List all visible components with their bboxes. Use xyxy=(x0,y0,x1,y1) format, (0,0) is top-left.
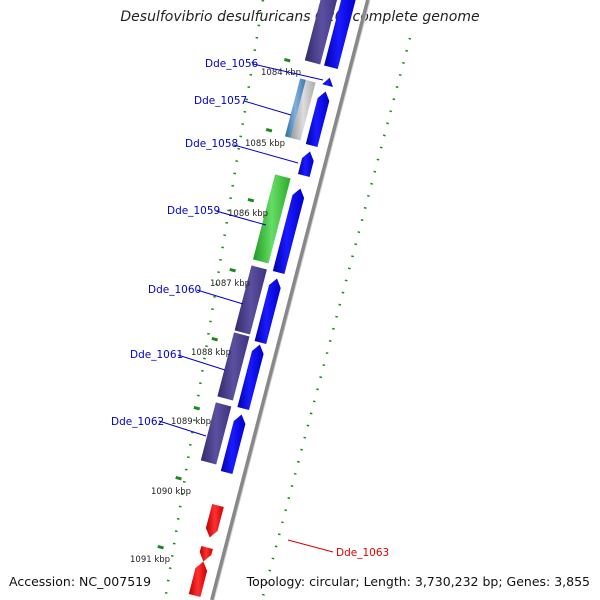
tick-label: 1090 kbp xyxy=(151,487,191,497)
gene-label-dde_1057[interactable]: Dde_1057 xyxy=(194,95,247,107)
tick-mark xyxy=(283,57,291,63)
cog-block-1059 xyxy=(253,174,291,264)
tick-label: 1089 kbp xyxy=(171,417,211,427)
tick-mark xyxy=(193,405,201,411)
tick-mark xyxy=(157,544,164,550)
tick-mark xyxy=(265,127,273,133)
cog-block-1057a xyxy=(285,78,306,138)
gene-leader-line xyxy=(215,210,267,226)
accession-text: Accession: NC_007519 xyxy=(9,574,152,589)
gene-label-dde_1059[interactable]: Dde_1059 xyxy=(167,205,220,217)
tick-label: 1085 kbp xyxy=(245,139,285,149)
reverse-cds-1064 xyxy=(188,561,208,597)
forward-cds-1056b xyxy=(322,77,333,87)
gene-leader-line xyxy=(252,63,324,81)
gene-label-dde_1056[interactable]: Dde_1056 xyxy=(205,58,259,70)
tick-mark xyxy=(229,267,236,273)
cog-block-1056 xyxy=(304,0,338,65)
map-title: Desulfovibrio desulfuricans G20, complet… xyxy=(120,9,480,25)
tick-label: 1091 kbp xyxy=(130,555,170,565)
tick-mark xyxy=(247,197,255,203)
gene-leader-line xyxy=(196,289,244,305)
cog-block-1062 xyxy=(200,402,232,465)
gene-label-dde_1060[interactable]: Dde_1060 xyxy=(148,284,201,296)
tick-mark xyxy=(175,475,182,481)
tick-mark xyxy=(211,336,219,342)
genome-summary-text: Topology: circular; Length: 3,730,232 bp… xyxy=(246,574,590,589)
gene-leader-line xyxy=(233,144,299,164)
forward-cds-1058 xyxy=(298,151,314,177)
cog-block-1061 xyxy=(217,332,250,401)
tick-label: 1087 kbp xyxy=(210,279,250,289)
forward-cds-1060 xyxy=(254,278,281,344)
tick-label: 1084 kbp xyxy=(261,68,301,78)
tick-label: 1086 kbp xyxy=(228,209,268,219)
reverse-cds-1063b xyxy=(199,546,213,562)
gc-content-track xyxy=(163,0,265,600)
cog-block-1057b xyxy=(290,79,316,141)
gene-label-dde_1061[interactable]: Dde_1061 xyxy=(130,349,183,361)
forward-cds-1059 xyxy=(272,188,305,274)
gene-label-dde_1063[interactable]: Dde_1063 xyxy=(336,547,389,559)
cog-block-1060 xyxy=(234,265,267,335)
gene-leader-line xyxy=(243,100,292,116)
gene-leader-line xyxy=(287,539,334,553)
tick-label: 1088 kbp xyxy=(191,348,231,358)
forward-cds-1061 xyxy=(237,344,264,410)
forward-cds-1062 xyxy=(220,414,246,474)
gene-leader-line xyxy=(177,354,226,371)
backbone-line xyxy=(210,0,370,600)
forward-cds-1057 xyxy=(305,91,330,147)
gene-leader-line xyxy=(158,420,207,437)
forward-cds-1056 xyxy=(324,0,356,69)
gene-label-dde_1062[interactable]: Dde_1062 xyxy=(111,416,164,428)
gene-label-dde_1058[interactable]: Dde_1058 xyxy=(185,138,238,150)
reverse-cds-1063 xyxy=(205,504,224,538)
